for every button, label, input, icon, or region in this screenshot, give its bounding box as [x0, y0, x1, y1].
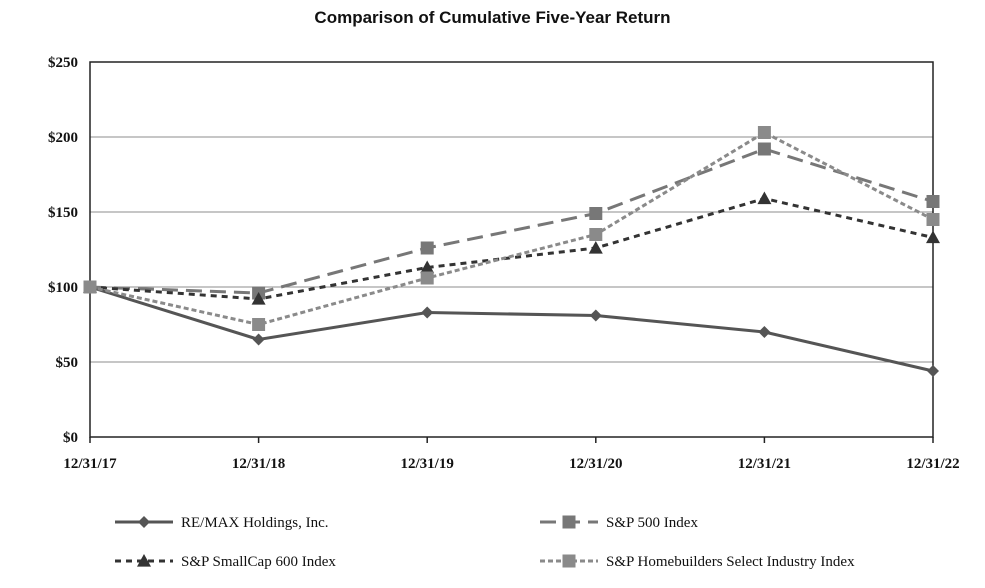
data-point	[588, 241, 603, 254]
data-point	[421, 306, 434, 319]
x-tick-label: 12/31/20	[569, 456, 622, 472]
series-line	[89, 147, 934, 295]
legend-label: S&P 500 Index	[606, 515, 698, 531]
data-point	[758, 326, 771, 338]
y-tick-label: $0	[63, 430, 78, 446]
x-tick-label: 12/31/17	[63, 456, 117, 472]
series-line	[89, 130, 934, 327]
x-tick-label: 12/31/22	[906, 456, 959, 472]
grid-lines	[90, 61, 933, 363]
data-point	[420, 260, 435, 274]
legend-marker	[138, 516, 150, 528]
data-point	[927, 365, 939, 377]
series-lines	[83, 126, 940, 377]
data-point	[420, 271, 434, 285]
axes: $0 $50 $100 $150 $200 $250 12/31/17 12/31/18 12/…	[48, 55, 960, 472]
data-point	[83, 280, 97, 294]
data-point	[589, 309, 602, 322]
data-point	[252, 333, 265, 346]
data-point	[926, 213, 940, 226]
legend-marker	[562, 554, 576, 568]
data-point	[926, 230, 940, 244]
data-point	[926, 195, 940, 208]
data-point	[589, 228, 603, 241]
x-tick-label: 12/31/19	[401, 456, 454, 472]
legend-marker	[137, 554, 151, 567]
data-point	[589, 207, 603, 220]
data-point	[757, 191, 772, 205]
legend-label: S&P Homebuilders Select Industry Index	[606, 554, 855, 570]
y-tick-label: $150	[48, 205, 78, 221]
x-tick-label: 12/31/21	[738, 456, 791, 472]
legend-marker	[562, 515, 576, 529]
x-tick-label: 12/31/18	[232, 456, 285, 472]
legend-item: S&P Homebuilders Select Industry Index	[540, 554, 855, 570]
y-tick-label: $100	[48, 280, 78, 296]
legend: RE/MAX Holdings, Inc. S&P 500 Index S&P Sm…	[115, 515, 855, 570]
data-point	[420, 241, 434, 255]
data-point	[757, 142, 771, 156]
y-tick-label: $50	[56, 355, 79, 371]
data-point	[757, 126, 771, 139]
data-point	[251, 292, 266, 305]
data-point	[252, 318, 266, 331]
legend-label: S&P SmallCap 600 Index	[181, 554, 336, 570]
y-tick-label: $250	[48, 55, 78, 71]
legend-label: RE/MAX Holdings, Inc.	[181, 515, 329, 531]
series-line	[89, 196, 934, 301]
legend-item: S&P SmallCap 600 Index	[115, 554, 336, 570]
chart-title: Comparison of Cumulative Five-Year Retur…	[314, 8, 671, 27]
series-line	[89, 285, 934, 373]
y-tick-label: $200	[48, 130, 78, 146]
plot-frame	[89, 61, 934, 438]
legend-item: S&P 500 Index	[540, 515, 698, 531]
legend-item: RE/MAX Holdings, Inc.	[115, 515, 329, 531]
